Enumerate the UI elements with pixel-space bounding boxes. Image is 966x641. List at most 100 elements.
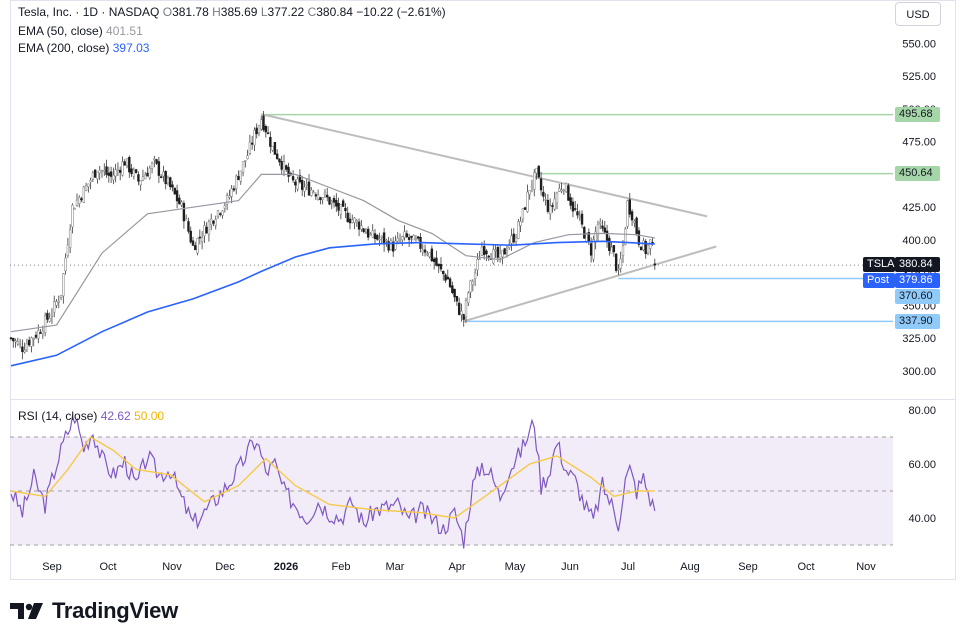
candle-body — [469, 280, 472, 293]
candle-body — [421, 249, 424, 253]
candle-body — [84, 185, 88, 191]
rsi-y-tick-label: 80.00 — [908, 405, 936, 417]
x-tick-label: Dec — [215, 561, 235, 573]
candle-body — [326, 194, 329, 198]
y-tick-label: 525.00 — [902, 71, 936, 83]
candle-body — [410, 235, 413, 238]
x-tick-label: Nov — [162, 561, 182, 573]
candle-body — [180, 201, 183, 206]
tradingview-logo[interactable]: TradingView — [10, 598, 178, 624]
candle-body — [128, 157, 131, 173]
candle-body — [230, 188, 233, 197]
candle-body — [25, 343, 29, 351]
x-tick-label: Sep — [738, 561, 758, 573]
high-label: H — [212, 5, 221, 19]
candle-body — [619, 258, 622, 269]
candle-body — [523, 207, 527, 210]
ema50-legend[interactable]: EMA (50, close) 401.51 — [18, 24, 143, 38]
candle-body — [125, 158, 129, 166]
candle-body — [39, 332, 42, 334]
candle-body — [50, 314, 54, 317]
candle-body — [494, 249, 497, 252]
candle-body — [555, 192, 559, 204]
candle-body — [376, 235, 379, 240]
ema200-legend[interactable]: EMA (200, close) 397.03 — [18, 41, 149, 55]
candle-body — [353, 217, 356, 223]
rsi-legend[interactable]: RSI (14, close) 42.62 50.00 — [18, 409, 164, 423]
candle-body — [553, 198, 556, 210]
candle-body — [644, 240, 647, 255]
candle-body — [501, 250, 504, 258]
candle-body — [132, 169, 136, 177]
candle-body — [82, 186, 86, 203]
candle-body — [278, 158, 281, 163]
candle-body — [298, 174, 302, 183]
y-tick-label: 550.00 — [902, 38, 936, 50]
candle-body — [496, 247, 500, 258]
candle-body — [548, 205, 552, 215]
candle-body — [91, 172, 95, 180]
candle-body — [14, 340, 17, 343]
candle-body — [426, 253, 429, 256]
candle-body — [269, 136, 272, 147]
candle-body — [303, 186, 306, 192]
candle-body — [27, 339, 31, 346]
candle-body — [439, 263, 443, 270]
open-label: O — [162, 5, 173, 19]
candle-body — [630, 211, 634, 221]
currency-button[interactable]: USD — [895, 2, 941, 26]
x-tick-label: Oct — [99, 561, 116, 573]
candle-body — [448, 278, 452, 288]
candle-body — [596, 224, 600, 236]
candle-body — [164, 170, 167, 185]
candle-body — [34, 334, 38, 338]
x-tick-label: Feb — [332, 561, 351, 573]
candle-body — [351, 219, 354, 223]
candle-body — [98, 169, 101, 174]
y-tick-label: 475.00 — [902, 137, 936, 149]
candle-body — [453, 288, 456, 298]
candle-body — [194, 245, 197, 251]
candle-body — [216, 210, 220, 217]
candle-body — [567, 185, 570, 201]
candle-body — [146, 172, 149, 177]
rsi-ma-line — [10, 436, 655, 519]
candle-body — [633, 220, 636, 224]
candle-body — [223, 205, 227, 209]
candle-body — [89, 180, 92, 183]
candle-body — [362, 228, 365, 232]
candle-body — [260, 119, 263, 130]
candle-body — [280, 161, 283, 170]
x-tick-label: Sep — [42, 561, 62, 573]
candle-body — [551, 205, 554, 207]
candle-body — [478, 258, 481, 261]
candle-body — [512, 233, 515, 243]
candle-body — [366, 228, 370, 238]
candle-body — [87, 183, 90, 187]
candle-body — [250, 142, 254, 145]
candle-body — [398, 239, 402, 242]
candle-body — [119, 169, 122, 173]
candle-body — [476, 259, 479, 271]
candle-body — [526, 191, 529, 212]
candle-body — [617, 268, 620, 271]
candle-body — [198, 236, 202, 239]
candle-body — [66, 244, 70, 256]
rsi-line — [10, 414, 656, 549]
candle-body — [235, 175, 238, 189]
symbol-header: Tesla, Inc. · 1D · NASDAQ O381.78 H385.6… — [18, 5, 446, 19]
candle-body — [344, 207, 347, 212]
candle-body — [296, 178, 299, 190]
candle-body — [103, 170, 106, 172]
candle-body — [285, 165, 288, 170]
chart-frame — [10, 0, 956, 580]
candle-body — [169, 177, 172, 188]
x-tick-label: Aug — [680, 561, 700, 573]
candle-body — [442, 270, 445, 275]
candle-body — [473, 272, 477, 280]
ema200-label: EMA (200, close) — [18, 41, 110, 55]
candle-body — [444, 274, 447, 281]
candle-body — [467, 292, 470, 304]
candle-body — [492, 249, 495, 264]
